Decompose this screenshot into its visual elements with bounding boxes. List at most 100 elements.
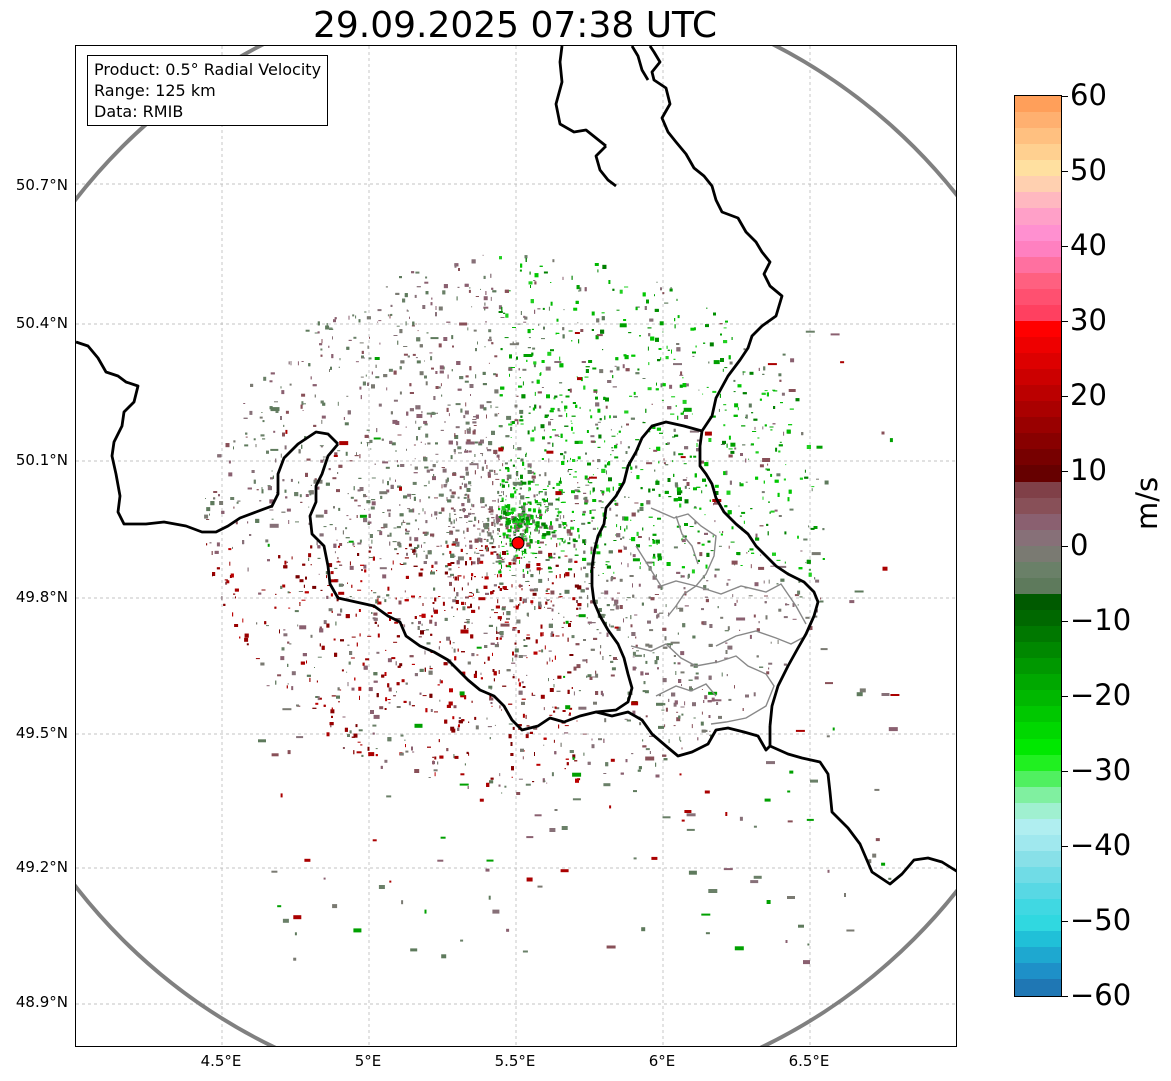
colorbar-segment (1015, 963, 1061, 980)
colorbar-tick-label: −60 (1070, 978, 1132, 1012)
colorbar-segment (1015, 160, 1061, 177)
colorbar-segment (1015, 272, 1061, 289)
colorbar-tick-mark (1062, 471, 1068, 472)
colorbar-segment (1015, 899, 1061, 916)
colorbar-segment (1015, 192, 1061, 209)
colorbar-segment (1015, 818, 1061, 835)
colorbar-segment (1015, 706, 1061, 723)
radar-site-marker (511, 536, 525, 550)
colorbar-tick-label: −20 (1070, 678, 1132, 712)
colorbar-tick-mark (1062, 546, 1068, 547)
colorbar-segment (1015, 690, 1061, 707)
colorbar-tick-label: 10 (1070, 453, 1107, 487)
velocity-echoes (204, 254, 900, 965)
colorbar-segment (1015, 915, 1061, 932)
colorbar-segment (1015, 626, 1061, 643)
colorbar-segment (1015, 722, 1061, 739)
colorbar-segment (1015, 144, 1061, 161)
colorbar-tick-label: −50 (1070, 903, 1132, 937)
colorbar-segment (1015, 770, 1061, 787)
lat-label: 50.1°N (15, 451, 68, 469)
colorbar-tick-mark (1062, 96, 1068, 97)
colorbar-segment (1015, 128, 1061, 145)
info-product: Product: 0.5° Radial Velocity (94, 60, 322, 79)
colorbar-segment (1015, 850, 1061, 867)
colorbar-tick-mark (1062, 996, 1068, 997)
colorbar-segment (1015, 401, 1061, 418)
colorbar-tick-mark (1062, 771, 1068, 772)
radar-map[interactable] (75, 45, 957, 1047)
colorbar-tick-mark (1062, 921, 1068, 922)
colorbar-segment (1015, 786, 1061, 803)
colorbar-segment (1015, 176, 1061, 193)
colorbar-segment (1015, 353, 1061, 370)
colorbar-segment (1015, 754, 1061, 771)
lat-label: 49.5°N (15, 724, 68, 742)
colorbar-segment (1015, 513, 1061, 530)
colorbar-segment (1015, 96, 1061, 113)
colorbar-segment (1015, 449, 1061, 466)
colorbar-tick-label: 60 (1070, 78, 1107, 112)
colorbar-segment (1015, 931, 1061, 948)
colorbar-segment (1015, 112, 1061, 129)
colorbar-segment (1015, 867, 1061, 884)
colorbar-segment (1015, 802, 1061, 819)
colorbar-tick-mark (1062, 321, 1068, 322)
colorbar-segment (1015, 577, 1061, 594)
colorbar-segment (1015, 738, 1061, 755)
colorbar-segment (1015, 610, 1061, 627)
info-data: Data: RMIB (94, 102, 184, 121)
lat-label: 49.8°N (15, 588, 68, 606)
velocity-colorbar (1014, 95, 1062, 997)
colorbar-segment (1015, 336, 1061, 353)
colorbar-segment (1015, 320, 1061, 337)
lon-label: 5.5°E (494, 1052, 536, 1070)
info-range: Range: 125 km (94, 81, 216, 100)
colorbar-tick-mark (1062, 696, 1068, 697)
colorbar-segment (1015, 834, 1061, 851)
colorbar-segment (1015, 561, 1061, 578)
colorbar-tick-label: 0 (1070, 528, 1089, 562)
colorbar-tick-label: −30 (1070, 753, 1132, 787)
lat-label: 48.9°N (15, 993, 68, 1011)
colorbar-segment (1015, 545, 1061, 562)
colorbar-segment (1015, 433, 1061, 450)
country-borders (76, 46, 956, 886)
lon-label: 5°E (354, 1052, 382, 1070)
colorbar-segment (1015, 642, 1061, 659)
graticule (76, 46, 956, 1046)
colorbar-segment (1015, 224, 1061, 241)
lat-label: 49.2°N (15, 858, 68, 876)
colorbar-segment (1015, 240, 1061, 257)
colorbar-segment (1015, 481, 1061, 498)
colorbar-tick-mark (1062, 171, 1068, 172)
colorbar-tick-mark (1062, 396, 1068, 397)
colorbar-tick-label: 20 (1070, 378, 1107, 412)
colorbar-unit: m/s (1130, 476, 1164, 530)
province-borders (630, 507, 807, 725)
lon-label: 6.5°E (788, 1052, 830, 1070)
lat-label: 50.4°N (15, 314, 68, 332)
colorbar-segment (1015, 658, 1061, 675)
colorbar-segment (1015, 304, 1061, 321)
colorbar-segment (1015, 417, 1061, 434)
colorbar-tick-mark (1062, 846, 1068, 847)
colorbar-tick-label: −40 (1070, 828, 1132, 862)
lon-label: 4.5°E (200, 1052, 242, 1070)
colorbar-segment (1015, 385, 1061, 402)
map-title: 29.09.2025 07:38 UTC (312, 5, 718, 46)
colorbar-tick-mark (1062, 621, 1068, 622)
colorbar-segment (1015, 593, 1061, 610)
colorbar-segment (1015, 465, 1061, 482)
colorbar-tick-label: 30 (1070, 303, 1107, 337)
product-info-box: Product: 0.5° Radial Velocity Range: 125… (87, 55, 329, 126)
lat-label: 50.7°N (15, 176, 68, 194)
colorbar-segment (1015, 947, 1061, 964)
colorbar-segment (1015, 369, 1061, 386)
colorbar-segment (1015, 529, 1061, 546)
radar-map-canvas (76, 46, 956, 1046)
colorbar-tick-label: −10 (1070, 603, 1132, 637)
colorbar-segment (1015, 256, 1061, 273)
colorbar-tick-label: 50 (1070, 153, 1107, 187)
colorbar-segment (1015, 288, 1061, 305)
